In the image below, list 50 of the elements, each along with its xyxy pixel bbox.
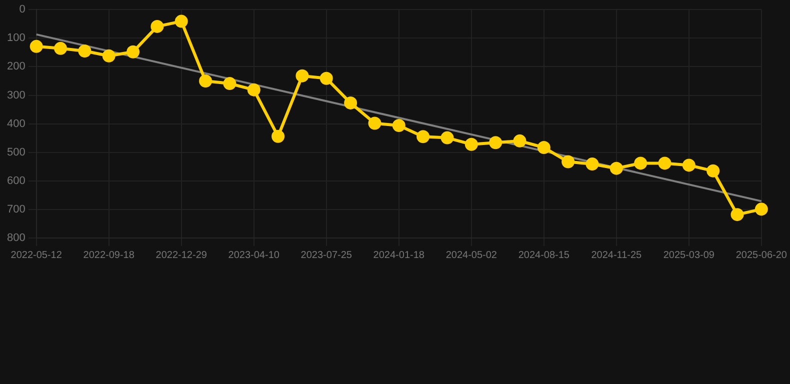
- point: [392, 119, 406, 132]
- point: [586, 158, 599, 171]
- x-tick-label: 2023-04-10: [228, 250, 280, 261]
- point: [126, 45, 140, 58]
- x-tick-label: 2024-08-15: [518, 250, 570, 261]
- point: [344, 96, 358, 110]
- point: [682, 158, 696, 172]
- x-tick-label: 2023-07-25: [300, 250, 352, 261]
- x-tick-label: 2022-09-18: [83, 250, 135, 261]
- x-tick-label: 2024-01-18: [373, 250, 425, 261]
- point: [102, 49, 116, 62]
- y-tick-label: 0: [19, 4, 26, 16]
- point: [199, 74, 212, 88]
- y-tick-label: 200: [6, 60, 26, 73]
- point: [368, 116, 382, 130]
- point: [464, 138, 478, 151]
- point: [416, 130, 430, 144]
- y-tick-label: 100: [6, 32, 26, 44]
- point: [730, 208, 744, 222]
- point: [562, 155, 575, 168]
- point: [610, 162, 623, 175]
- y-tick-label: 700: [6, 203, 26, 216]
- y-tick-label: 600: [6, 174, 26, 187]
- x-tick-label: 2024-11-25: [591, 250, 642, 261]
- y-tick-label: 500: [6, 146, 26, 158]
- point: [537, 140, 550, 154]
- point: [489, 136, 502, 150]
- point: [706, 164, 720, 178]
- point: [754, 202, 768, 216]
- point: [272, 130, 285, 143]
- y-tick-label: 300: [6, 89, 26, 102]
- point: [54, 42, 68, 55]
- x-tick-label: 2025-06-20: [736, 250, 788, 261]
- point: [320, 72, 333, 85]
- point: [296, 69, 309, 82]
- y-tick-label: 400: [6, 118, 26, 130]
- point: [78, 44, 92, 58]
- point: [174, 14, 188, 28]
- x-tick-label: 2022-12-29: [156, 250, 208, 261]
- point: [247, 83, 260, 96]
- point: [513, 134, 526, 148]
- y-tick-label: 800: [6, 232, 26, 244]
- point: [150, 20, 164, 33]
- point: [440, 131, 454, 144]
- point: [634, 156, 648, 170]
- x-tick-label: 2022-05-12: [10, 250, 62, 261]
- x-tick-label: 2025-03-09: [663, 250, 715, 261]
- point: [223, 77, 236, 90]
- point: [658, 156, 672, 170]
- x-tick-label: 2024-05-02: [446, 250, 498, 261]
